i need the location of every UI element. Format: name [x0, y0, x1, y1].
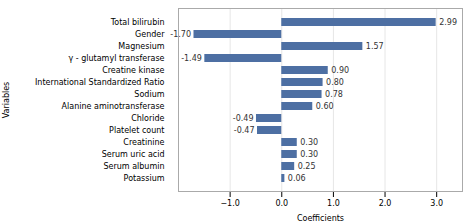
svg-text:3.0: 3.0 [430, 199, 443, 208]
svg-text:0.60: 0.60 [316, 102, 334, 111]
svg-text:-0.47: -0.47 [234, 126, 255, 135]
svg-text:1.57: 1.57 [366, 42, 384, 51]
svg-text:0.06: 0.06 [288, 174, 306, 183]
svg-text:2.0: 2.0 [379, 199, 392, 208]
svg-text:1.0: 1.0 [327, 199, 340, 208]
svg-text:0.30: 0.30 [300, 138, 318, 147]
svg-text:Serum uric acid: Serum uric acid [102, 150, 165, 159]
svg-text:-1.70: -1.70 [170, 30, 191, 39]
svg-text:0.0: 0.0 [275, 199, 288, 208]
svg-text:Total bilirubin: Total bilirubin [110, 18, 165, 27]
svg-text:International Standardized Rat: International Standardized Ratio [35, 78, 165, 87]
svg-text:Sodium: Sodium [134, 90, 164, 99]
svg-text:Serum albumin: Serum albumin [103, 162, 164, 171]
svg-text:0.80: 0.80 [326, 78, 344, 87]
svg-text:Magnesium: Magnesium [118, 42, 164, 51]
svg-text:Gender: Gender [135, 30, 165, 39]
svg-text:γ - glutamyl transferase: γ - glutamyl transferase [69, 54, 165, 63]
svg-text:Creatine kinase: Creatine kinase [102, 66, 164, 75]
svg-text:0.25: 0.25 [298, 162, 316, 171]
svg-text:0.30: 0.30 [300, 150, 318, 159]
svg-text:Chloride: Chloride [131, 114, 164, 123]
svg-text:0.90: 0.90 [331, 66, 349, 75]
svg-text:Coefficients: Coefficients [297, 214, 344, 223]
svg-text:Potassium: Potassium [124, 174, 165, 183]
svg-text:Platelet count: Platelet count [109, 126, 164, 135]
svg-text:Variables: Variables [2, 82, 11, 119]
svg-text:Alanine aminotransferase: Alanine aminotransferase [62, 102, 165, 111]
svg-text:2.99: 2.99 [439, 18, 457, 27]
svg-text:Creatinine: Creatinine [123, 138, 164, 147]
svg-text:-1.49: -1.49 [181, 54, 202, 63]
svg-text:−1.0: −1.0 [220, 199, 239, 208]
svg-text:0.78: 0.78 [325, 90, 343, 99]
svg-text:-0.49: -0.49 [233, 114, 254, 123]
